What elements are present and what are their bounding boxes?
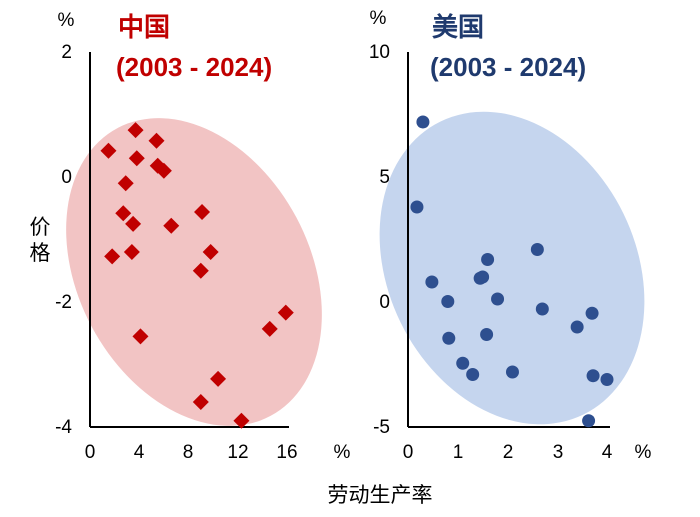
china-point xyxy=(148,132,165,149)
usa-point xyxy=(416,115,430,129)
usa-panel: % 10 5 0 -5 0 1 2 3 4 % 美国 (2003 - 2024) xyxy=(369,8,652,463)
china-y-tick: 2 xyxy=(61,42,72,63)
china-point xyxy=(155,162,172,179)
usa-point xyxy=(530,243,544,256)
usa-point xyxy=(491,292,505,306)
china-point xyxy=(123,244,140,260)
china-x-tick: 8 xyxy=(183,442,194,463)
usa-points xyxy=(410,115,614,428)
china-point xyxy=(115,205,132,222)
usa-y-tick: -5 xyxy=(373,417,390,438)
y-axis-label-line1: 价 xyxy=(30,216,51,239)
usa-point xyxy=(476,270,490,284)
china-point xyxy=(192,262,209,279)
china-point xyxy=(128,150,145,167)
china-point xyxy=(192,394,209,410)
usa-y-tick: 10 xyxy=(369,42,390,63)
usa-point xyxy=(586,369,600,383)
china-title: 中国 xyxy=(118,12,170,42)
usa-x-unit: % xyxy=(635,442,652,463)
usa-x-tick: 1 xyxy=(453,442,464,463)
usa-point xyxy=(425,275,439,289)
usa-point xyxy=(456,356,470,370)
usa-point xyxy=(480,328,494,341)
china-point xyxy=(163,217,180,234)
usa-point xyxy=(585,306,599,320)
usa-ellipse xyxy=(379,111,645,425)
china-point xyxy=(277,304,294,321)
usa-point xyxy=(505,365,519,379)
usa-x-tick: 2 xyxy=(503,442,514,463)
china-point xyxy=(194,204,211,220)
china-point xyxy=(125,215,142,232)
china-point xyxy=(117,175,134,192)
usa-point xyxy=(442,331,456,345)
usa-x-tick: 0 xyxy=(403,442,414,463)
china-y-tick: -2 xyxy=(55,292,72,313)
y-axis-label-line2: 格 xyxy=(30,242,51,265)
usa-point xyxy=(466,368,480,381)
china-y-tick: 0 xyxy=(61,167,72,188)
usa-x-tick: 3 xyxy=(553,442,564,463)
china-ellipse xyxy=(66,118,322,426)
usa-x-tick: 4 xyxy=(602,442,613,463)
china-point xyxy=(202,244,219,260)
china-x-tick: 4 xyxy=(134,442,145,463)
china-panel: % 2 0 -2 -4 0 4 8 12 16 % 中国 (2003 - 202… xyxy=(55,10,351,463)
usa-point xyxy=(535,302,549,316)
china-point xyxy=(127,122,144,139)
china-point xyxy=(210,370,227,387)
china-x-tick: 12 xyxy=(227,442,248,463)
china-y-unit: % xyxy=(58,10,75,31)
usa-subtitle: (2003 - 2024) xyxy=(430,52,586,82)
usa-point xyxy=(481,253,495,266)
usa-y-tick: 0 xyxy=(379,292,390,313)
china-point xyxy=(132,328,149,345)
china-point xyxy=(233,412,250,429)
china-x-tick: 0 xyxy=(85,442,96,463)
x-axis-label: 劳动生产率 xyxy=(328,484,433,507)
china-subtitle: (2003 - 2024) xyxy=(116,52,272,82)
china-points xyxy=(100,122,294,429)
china-point xyxy=(261,320,278,337)
usa-point xyxy=(570,320,584,334)
china-x-unit: % xyxy=(334,442,351,463)
usa-point xyxy=(600,373,614,386)
usa-point xyxy=(441,295,455,308)
usa-y-tick: 5 xyxy=(379,167,390,188)
china-point xyxy=(100,142,117,159)
china-x-tick: 16 xyxy=(276,442,297,463)
usa-point xyxy=(582,414,596,428)
usa-title: 美国 xyxy=(432,12,484,42)
china-y-tick: -4 xyxy=(55,417,72,438)
usa-point xyxy=(410,200,424,214)
usa-y-unit: % xyxy=(370,8,387,29)
china-point xyxy=(104,248,121,265)
